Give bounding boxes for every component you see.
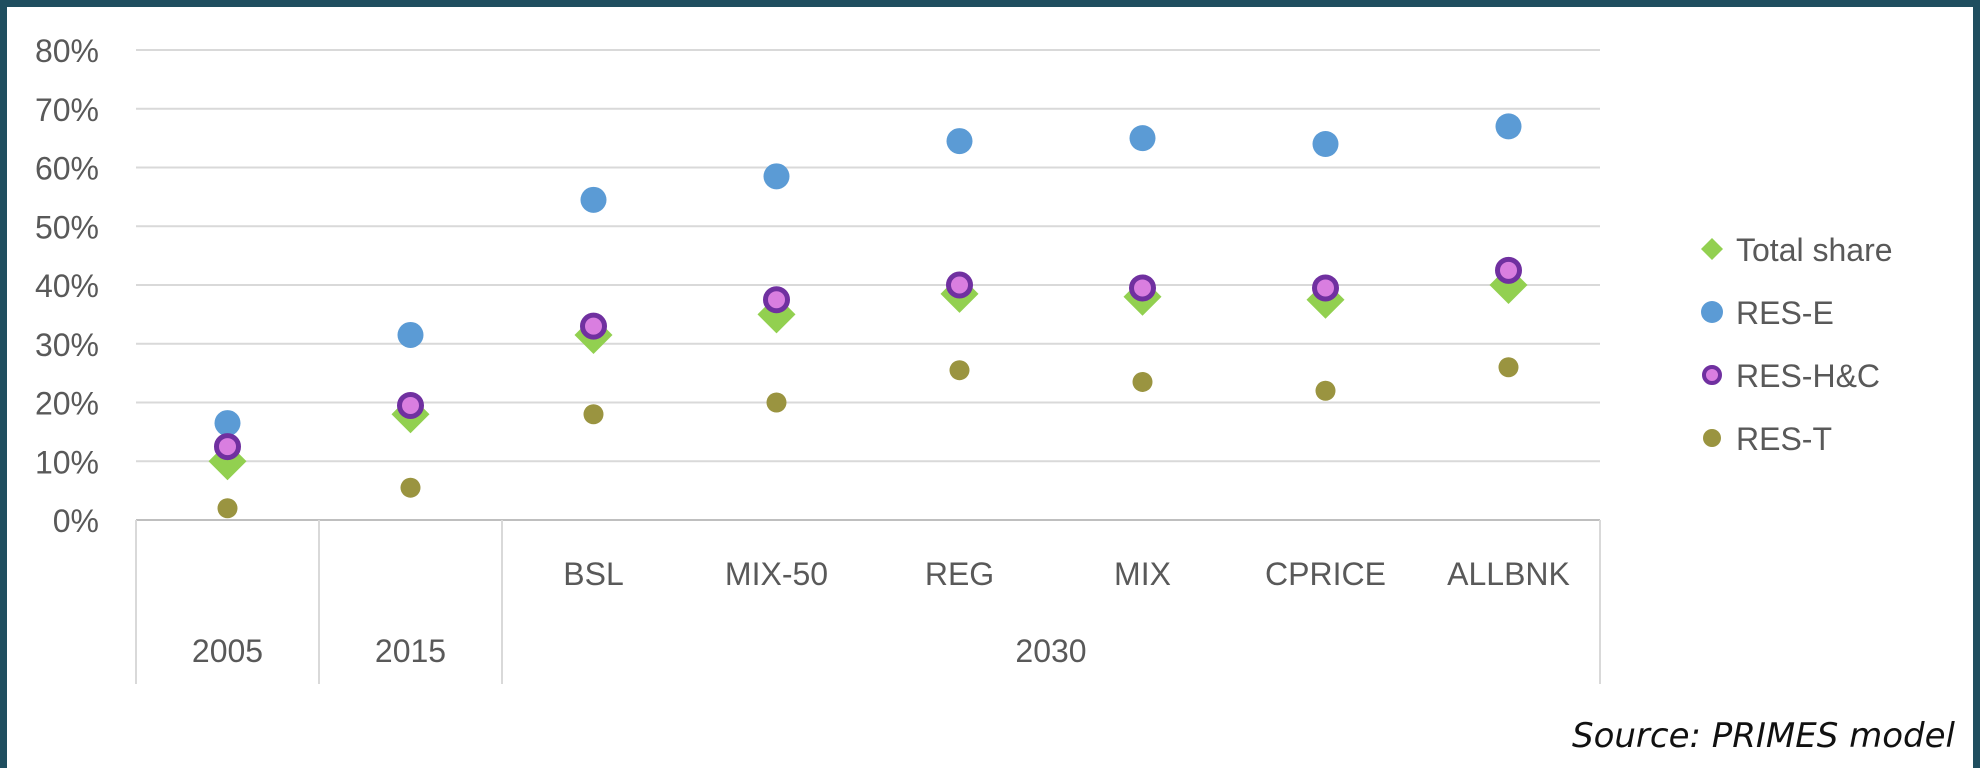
- data-point: [946, 128, 973, 155]
- y-tick-label: 50%: [35, 209, 99, 245]
- data-point: [214, 410, 241, 437]
- legend-item: RES-H&C: [1702, 358, 1880, 394]
- data-point: [766, 392, 787, 413]
- y-tick-label: 60%: [35, 151, 99, 187]
- y-tick-label: 40%: [35, 268, 99, 304]
- y-tick-label: 30%: [35, 327, 99, 363]
- legend-marker: [1701, 238, 1723, 260]
- x-group-label: 2005: [192, 633, 263, 669]
- data-point: [1315, 380, 1336, 401]
- data-point: [1498, 357, 1519, 378]
- data-point: [214, 433, 241, 461]
- legend-item: RES-E: [1701, 295, 1834, 331]
- legend-marker: [1701, 301, 1723, 323]
- y-tick-label: 10%: [35, 444, 99, 480]
- x-tick-label: MIX: [1114, 556, 1171, 592]
- data-points: [208, 113, 1528, 519]
- data-point: [1495, 256, 1522, 284]
- data-point: [1132, 371, 1153, 392]
- x-group-label: 2015: [375, 633, 446, 669]
- y-tick-label: 0%: [53, 503, 99, 539]
- x-tick-label: MIX-50: [725, 556, 828, 592]
- data-point: [397, 321, 424, 348]
- data-point: [763, 286, 790, 314]
- chart-panel: 0% 10% 20% 30% 40% 50% 60% 70% 80% 2005 2015 BSL MIX…: [7, 7, 1973, 768]
- legend-item: RES-T: [1703, 421, 1832, 457]
- gridlines: [136, 49, 1600, 521]
- x-tick-label: CPRICE: [1265, 556, 1386, 592]
- data-point: [1495, 113, 1522, 140]
- y-tick-label: 70%: [35, 92, 99, 128]
- data-point: [217, 498, 238, 519]
- data-point: [763, 163, 790, 190]
- data-point: [397, 391, 424, 419]
- x-group-label: 2030: [1015, 633, 1086, 669]
- legend-label: Total share: [1736, 232, 1893, 268]
- data-point: [946, 271, 973, 299]
- x-tick-label: ALLBNK: [1447, 556, 1570, 592]
- data-point: [949, 360, 970, 381]
- legend-label: RES-T: [1736, 421, 1832, 457]
- legend-marker: [1703, 429, 1721, 447]
- data-point: [580, 312, 607, 340]
- data-point: [1129, 274, 1156, 302]
- y-tick-label: 20%: [35, 386, 99, 422]
- x-tick-label: REG: [925, 556, 994, 592]
- data-point: [580, 186, 607, 213]
- legend-label: RES-H&C: [1736, 358, 1880, 394]
- scatter-chart: 0% 10% 20% 30% 40% 50% 60% 70% 80% 2005 2015 BSL MIX…: [35, 33, 1893, 684]
- x-tick-label: BSL: [563, 556, 623, 592]
- legend-marker: [1702, 365, 1722, 385]
- source-note: Source: PRIMES model: [1571, 716, 1955, 756]
- data-point: [1312, 131, 1339, 157]
- data-point: [1312, 274, 1339, 302]
- y-tick-label: 80%: [35, 33, 99, 69]
- legend-label: RES-E: [1736, 295, 1834, 331]
- data-point: [400, 477, 421, 498]
- axes: 0% 10% 20% 30% 40% 50% 60% 70% 80% 2005 2015 BSL MIX…: [35, 33, 1601, 684]
- legend: Total share RES-E RES-H&C RES-T: [1701, 232, 1893, 457]
- legend-item: Total share: [1701, 232, 1893, 268]
- data-point: [583, 404, 604, 425]
- data-point: [1129, 125, 1156, 152]
